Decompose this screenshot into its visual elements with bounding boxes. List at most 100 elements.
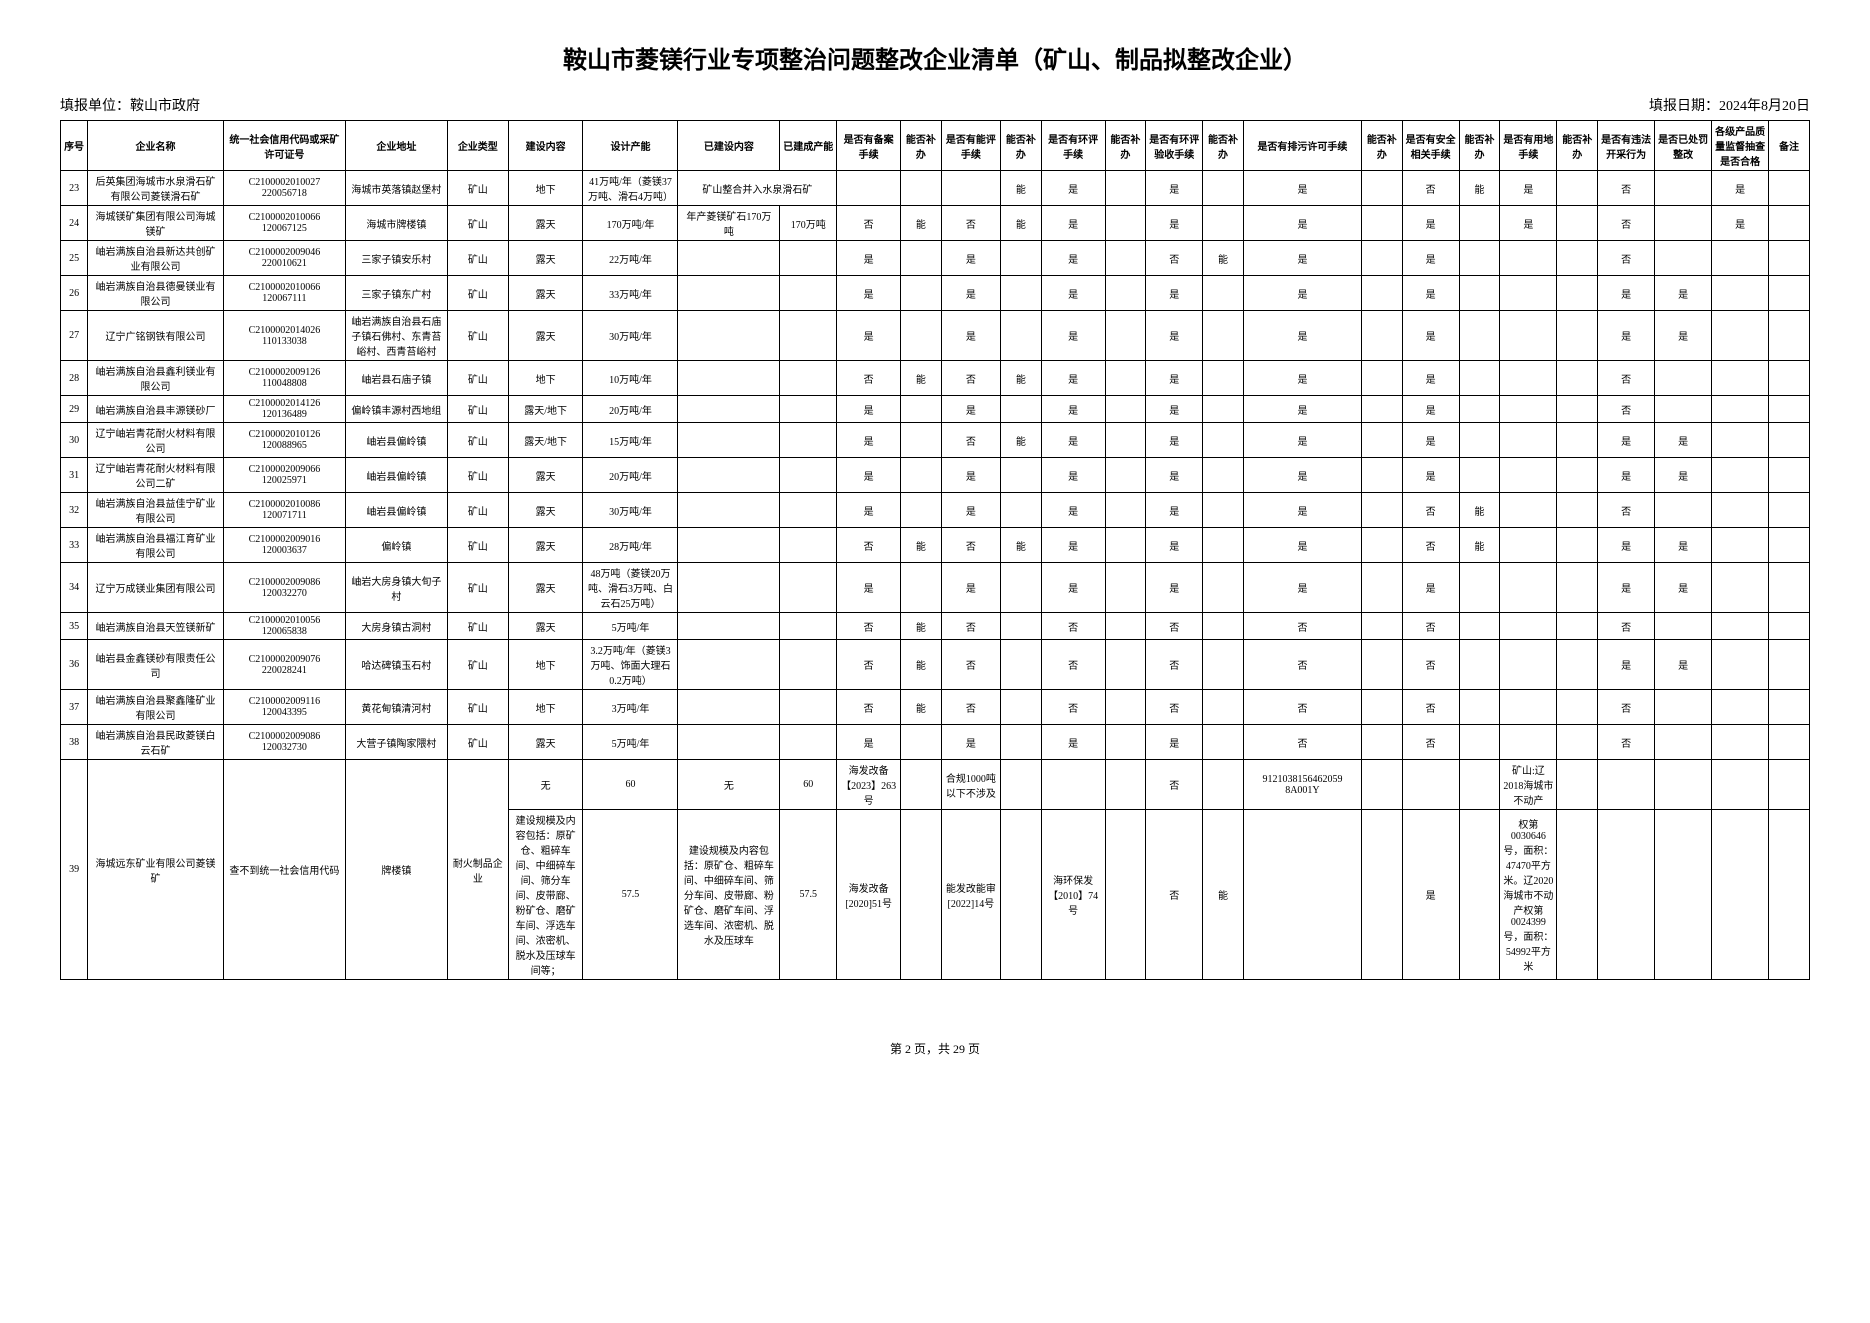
cell <box>1712 458 1769 493</box>
cell <box>1361 690 1402 725</box>
cell <box>941 171 1000 206</box>
cell: 57.5 <box>583 810 678 980</box>
cell: 10万吨/年 <box>583 361 678 396</box>
cell: 48万吨（菱镁20万吨、滑石3万吨、白云石25万吨） <box>583 563 678 613</box>
cell <box>1105 361 1146 396</box>
cell: 32 <box>61 493 88 528</box>
cell <box>1598 810 1655 980</box>
cell <box>1557 563 1598 613</box>
cell <box>1557 640 1598 690</box>
cell <box>1203 760 1244 810</box>
cell <box>780 423 837 458</box>
cell: 是 <box>1041 241 1105 276</box>
cell: 38 <box>61 725 88 760</box>
cell: 否 <box>1402 171 1459 206</box>
cell: 是 <box>1243 361 1361 396</box>
cell <box>1105 640 1146 690</box>
cell: 露天 <box>508 311 583 361</box>
cell <box>1769 640 1810 690</box>
cell: 是 <box>1655 563 1712 613</box>
cell: 否 <box>1146 690 1203 725</box>
cell: 否 <box>1598 613 1655 640</box>
cell: 是 <box>941 458 1000 493</box>
cell: 三家子镇安乐村 <box>346 241 448 276</box>
cell <box>901 311 942 361</box>
cell <box>1105 458 1146 493</box>
cell <box>1769 396 1810 423</box>
cell <box>1500 640 1557 690</box>
cell: 36 <box>61 640 88 690</box>
cell: C2100002010086 120071711 <box>223 493 345 528</box>
cell <box>678 725 780 760</box>
cell <box>1001 241 1042 276</box>
cell: 否 <box>837 528 901 563</box>
cell: 22万吨/年 <box>583 241 678 276</box>
cell: 地下 <box>508 690 583 725</box>
cell <box>1001 613 1042 640</box>
table-row: 31辽宁岫岩青花耐火材料有限公司二矿C2100002009066 1200259… <box>61 458 1810 493</box>
cell <box>901 241 942 276</box>
cell <box>1500 423 1557 458</box>
cell <box>1769 171 1810 206</box>
table-row: 35岫岩满族自治县天笠镁新矿C2100002010056 120065838大房… <box>61 613 1810 640</box>
cell: 5万吨/年 <box>583 725 678 760</box>
cell: 露天 <box>508 493 583 528</box>
cell: 是 <box>1402 396 1459 423</box>
cell <box>1203 311 1244 361</box>
cell: 矿山 <box>447 423 508 458</box>
cell <box>1459 396 1500 423</box>
header-cell: 是否有能评手续 <box>941 121 1000 171</box>
cell: 是 <box>1598 458 1655 493</box>
cell <box>1557 311 1598 361</box>
cell <box>1203 563 1244 613</box>
cell <box>1459 690 1500 725</box>
cell <box>1361 493 1402 528</box>
header-cell: 建设内容 <box>508 121 583 171</box>
cell: 是 <box>1041 458 1105 493</box>
header-cell: 序号 <box>61 121 88 171</box>
cell <box>1203 690 1244 725</box>
cell: 60 <box>583 760 678 810</box>
cell: 是 <box>1500 171 1557 206</box>
cell: 是 <box>1655 640 1712 690</box>
cell <box>1769 493 1810 528</box>
cell: 30万吨/年 <box>583 493 678 528</box>
cell <box>901 276 942 311</box>
cell: 否 <box>1598 690 1655 725</box>
cell: 是 <box>1655 276 1712 311</box>
cell <box>1500 311 1557 361</box>
table-row: 36岫岩县金鑫镁砂有限责任公司C2100002009076 220028241哈… <box>61 640 1810 690</box>
cell: 否 <box>1598 171 1655 206</box>
cell: 岫岩大房身镇大旬子村 <box>346 563 448 613</box>
cell: 矿山 <box>447 528 508 563</box>
cell: C2100002010126 120088965 <box>223 423 345 458</box>
cell <box>1001 276 1042 311</box>
cell: 岫岩满族自治县益佳宁矿业有限公司 <box>88 493 224 528</box>
cell <box>1557 760 1598 810</box>
cell <box>1500 528 1557 563</box>
cell <box>678 361 780 396</box>
cell: C2100002009016 120003637 <box>223 528 345 563</box>
cell: C2100002010027 220056718 <box>223 171 345 206</box>
header-cell: 各级产品质量监督抽查是否合格 <box>1712 121 1769 171</box>
cell: 岫岩县金鑫镁砂有限责任公司 <box>88 640 224 690</box>
header-cell: 能否补办 <box>1557 121 1598 171</box>
cell: C2100002009126 110048808 <box>223 361 345 396</box>
cell <box>1557 613 1598 640</box>
cell: 是 <box>1243 396 1361 423</box>
cell <box>1001 311 1042 361</box>
cell: 矿山 <box>447 493 508 528</box>
cell: C2100002009116 120043395 <box>223 690 345 725</box>
cell: 是 <box>1712 206 1769 241</box>
cell: 海环保发【2010】74号 <box>1041 810 1105 980</box>
cell <box>901 458 942 493</box>
cell: 岫岩满族自治县天笠镁新矿 <box>88 613 224 640</box>
cell <box>901 563 942 613</box>
cell <box>1769 206 1810 241</box>
cell: 权第0030646号，面积：47470平方米。辽2020海城市不动产权第0024… <box>1500 810 1557 980</box>
cell: 露天 <box>508 241 583 276</box>
cell <box>678 528 780 563</box>
cell: 矿山 <box>447 458 508 493</box>
cell: 岫岩县偏岭镇 <box>346 458 448 493</box>
header-cell: 能否补办 <box>1361 121 1402 171</box>
